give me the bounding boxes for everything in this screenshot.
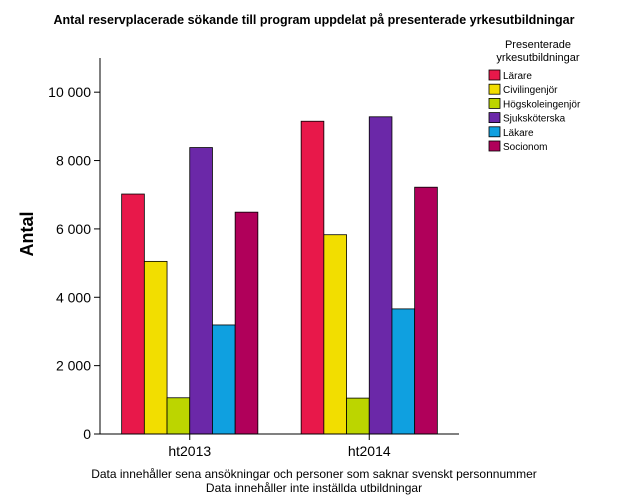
bar-lärare-ht2013 [121,193,145,435]
legend-title-line-1: Presenterade [505,39,571,51]
bar-högskoleingenjör-ht2014 [346,397,370,435]
chart-title: Antal reservplacerade sökande till progr… [54,13,575,27]
legend-item-label: Lärare [503,71,532,82]
bar-sjuksköterska-ht2013 [189,147,213,435]
legend-item-label: Civilingenjör [503,85,558,96]
x-axis: ht2013 ht2014 [168,434,391,459]
y-tick-label: 2 000 [56,358,91,374]
bar-läkare-ht2013 [212,324,236,435]
legend-swatch [488,140,501,152]
y-tick-label: 10 000 [48,84,91,100]
bar-civilingenjör-ht2014 [323,234,347,435]
legend-item-label: Läkare [503,128,534,139]
legend-item-label: Högskoleingenjör [503,99,581,110]
bars [121,116,438,435]
footnote-1: Data innehåller sena ansökningar och per… [91,467,537,481]
bar-lärare-ht2014 [300,120,325,435]
legend-item-label: Socionom [503,142,547,153]
legend-swatch [488,83,501,95]
footnote-2: Data innehåller inte inställda utbildnin… [206,481,422,495]
bar-sjuksköterska-ht2014 [368,116,393,435]
x-tick-label-ht2013: ht2013 [168,443,211,459]
y-axis-label: Antal [17,212,37,257]
bar-civilingenjör-ht2013 [143,260,168,435]
y-tick-label: 0 [83,426,91,442]
y-tick-label: 8 000 [56,153,91,169]
legend-item-label: Sjuksköterska [503,114,566,125]
bar-högskoleingenjör-ht2013 [166,397,191,435]
legend-swatch [488,112,501,123]
legend-swatch [488,126,501,138]
y-tick-label: 4 000 [56,289,91,305]
bar-läkare-ht2014 [391,308,416,435]
x-tick-label-ht2014: ht2014 [348,443,391,459]
y-tick-label: 6 000 [56,221,91,237]
legend: Presenterade yrkesutbildningar Lärare Civ… [488,39,581,153]
legend-swatch [488,69,501,81]
bar-socionom-ht2014 [414,186,438,435]
legend-swatch [488,98,501,109]
legend-title-line-2: yrkesutbildningar [496,52,579,64]
bar-socionom-ht2013 [234,211,259,435]
y-axis: 0 2 000 4 000 6 000 8 000 10 000 [48,84,100,442]
